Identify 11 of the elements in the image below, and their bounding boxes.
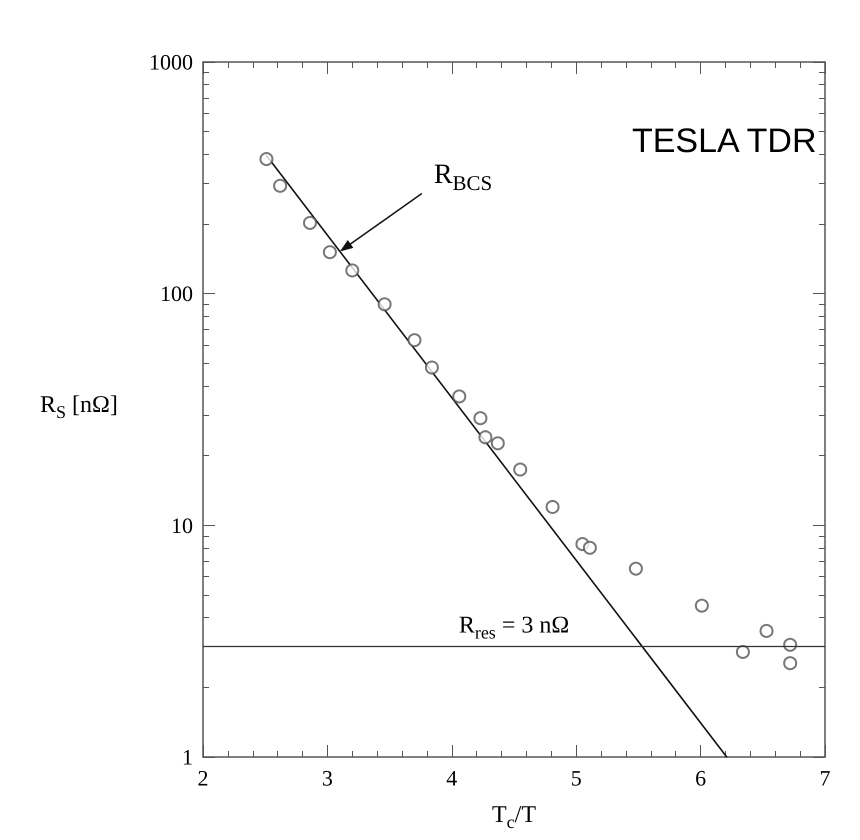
y-tick-label: 1000 xyxy=(149,50,193,74)
x-tick-label: 4 xyxy=(446,766,458,790)
y-tick-label: 100 xyxy=(160,281,193,306)
x-tick-label: 2 xyxy=(198,766,208,790)
y-tick-label: 10 xyxy=(171,512,193,538)
x-tick-label: 3 xyxy=(322,766,333,790)
annotation: TESLA TDR xyxy=(632,122,817,160)
x-tick-label: 7 xyxy=(820,766,830,790)
x-tick-label: 5 xyxy=(570,766,582,790)
x-tick-label: 6 xyxy=(695,766,706,790)
y-tick-label: 1 xyxy=(182,744,193,770)
